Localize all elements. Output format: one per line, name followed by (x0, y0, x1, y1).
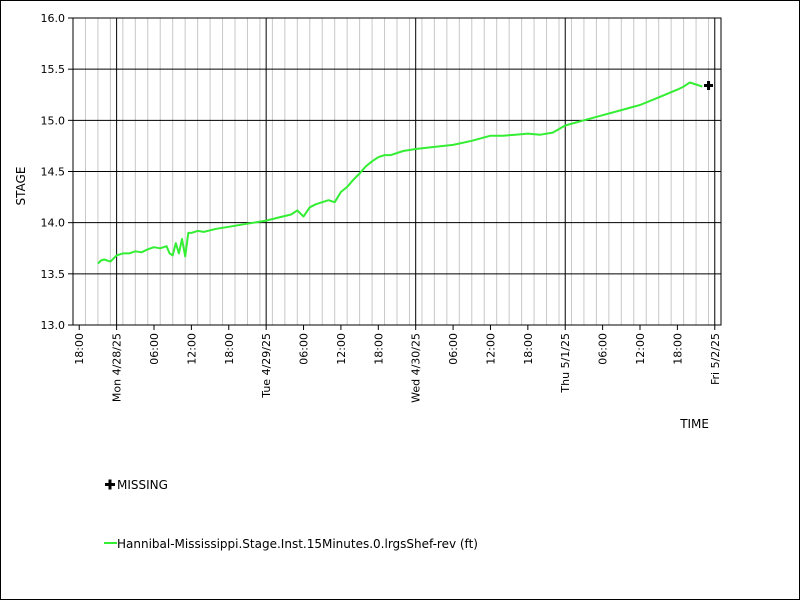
x-tick-label: 06:00 (447, 333, 460, 365)
y-tick-label: 13.5 (41, 268, 66, 281)
x-axis-ticks: 18:00 Mon 4/28/25 06:00 12:00 18:00 Tue 4/29/… (73, 325, 722, 403)
y-tick-label: 15.0 (41, 114, 66, 127)
x-tick-label: Mon 4/28/25 (111, 333, 124, 402)
x-tick-label: 18:00 (671, 333, 684, 365)
y-tick-label: 15.5 (41, 63, 66, 76)
x-tick-label: 06:00 (148, 333, 161, 365)
x-tick-label: 12:00 (634, 333, 647, 365)
x-axis-title: TIME (679, 417, 709, 431)
x-tick-label: 18:00 (522, 333, 535, 365)
legend-missing-label: MISSING (117, 478, 168, 492)
y-tick-label: 14.5 (41, 166, 66, 179)
legend-series-label: Hannibal-Mississippi.Stage.Inst.15Minute… (117, 537, 478, 551)
legend: MISSING Hannibal-Mississippi.Stage.Inst.… (104, 478, 478, 551)
x-tick-label: 18:00 (372, 333, 385, 365)
y-tick-label: 16.0 (41, 12, 66, 25)
legend-missing-marker (105, 479, 115, 490)
y-axis-title: STAGE (14, 167, 28, 206)
x-tick-label: Fri 5/2/25 (709, 333, 722, 385)
y-tick-label: 14.0 (41, 217, 66, 230)
x-tick-label: 12:00 (335, 333, 348, 365)
legend-item-series: Hannibal-Mississippi.Stage.Inst.15Minute… (104, 537, 478, 551)
x-tick-label: 12:00 (484, 333, 497, 365)
x-tick-label: Thu 5/1/25 (559, 333, 572, 394)
series-line (97, 81, 703, 265)
y-axis-ticks: 13.0 13.5 14.0 14.5 15.0 15.5 16.0 (41, 12, 73, 332)
x-tick-label: 18:00 (73, 333, 86, 365)
missing-marker (704, 81, 714, 91)
x-tick-label: 12:00 (185, 333, 198, 365)
x-tick-label: 18:00 (223, 333, 236, 365)
y-tick-label: 13.0 (41, 319, 66, 332)
series-layer (97, 81, 703, 265)
x-tick-label: Wed 4/30/25 (410, 333, 423, 403)
x-tick-label: 06:00 (597, 333, 610, 365)
major-grid (73, 18, 721, 325)
legend-item-missing: MISSING (105, 478, 168, 492)
x-tick-label: 06:00 (298, 333, 311, 365)
missing-layer (704, 81, 714, 91)
x-tick-label: Tue 4/29/25 (260, 333, 273, 399)
